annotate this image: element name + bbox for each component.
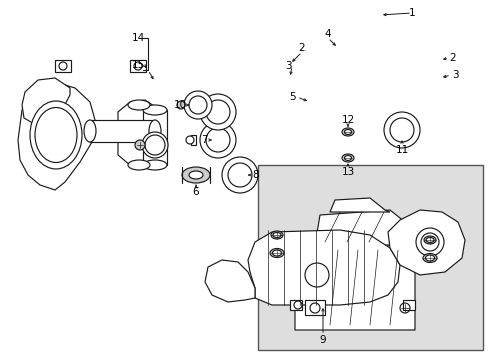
Ellipse shape [344,130,351,135]
Text: 12: 12 [341,115,354,125]
Text: 5: 5 [288,92,295,102]
Text: 8: 8 [252,170,259,180]
Circle shape [177,101,184,109]
Circle shape [142,132,168,158]
Bar [402,300,414,310]
Circle shape [298,257,334,293]
Polygon shape [329,198,389,212]
Text: 15: 15 [131,60,144,70]
Polygon shape [191,135,196,145]
Ellipse shape [272,250,281,256]
Ellipse shape [422,253,436,262]
Text: 14: 14 [131,33,144,43]
Ellipse shape [341,128,353,136]
Circle shape [200,94,236,130]
Circle shape [205,100,229,124]
Polygon shape [22,78,70,125]
Circle shape [200,122,236,158]
Polygon shape [305,300,325,315]
Ellipse shape [142,105,167,115]
Circle shape [183,91,212,119]
Text: 10: 10 [173,100,186,110]
Ellipse shape [341,154,353,162]
Circle shape [185,136,194,144]
Ellipse shape [189,171,203,179]
Polygon shape [294,245,414,330]
Circle shape [389,118,413,142]
Bar [142,110,167,165]
Polygon shape [314,210,414,245]
Circle shape [145,135,164,155]
Circle shape [189,96,206,114]
Text: 3: 3 [284,61,291,71]
Circle shape [205,128,229,152]
Text: 3: 3 [451,70,457,80]
Polygon shape [18,82,95,190]
Ellipse shape [425,238,433,243]
Circle shape [135,140,145,150]
Ellipse shape [128,100,150,110]
Ellipse shape [182,167,209,183]
Ellipse shape [423,236,435,244]
Circle shape [420,233,438,251]
Text: 2: 2 [449,53,455,63]
Ellipse shape [270,231,283,239]
Ellipse shape [142,160,167,170]
Text: 11: 11 [395,145,408,155]
Text: 4: 4 [324,29,331,39]
Polygon shape [387,210,464,275]
Bar [258,165,482,350]
Circle shape [383,112,419,148]
Ellipse shape [30,101,82,169]
Ellipse shape [344,156,351,161]
Ellipse shape [425,255,434,261]
Bar [130,60,146,72]
Ellipse shape [272,233,281,238]
Circle shape [415,228,443,256]
Bar [55,60,71,72]
Ellipse shape [128,160,150,170]
Ellipse shape [269,248,284,257]
Circle shape [222,157,258,193]
Text: 13: 13 [341,167,354,177]
Text: 6: 6 [192,187,199,197]
Bar [90,120,155,142]
Polygon shape [204,260,254,302]
Text: 7: 7 [200,135,207,145]
Ellipse shape [84,120,96,142]
Text: 1: 1 [408,8,414,18]
Circle shape [227,163,251,187]
Polygon shape [247,230,399,305]
Text: 2: 2 [298,43,305,53]
Ellipse shape [149,120,161,142]
Polygon shape [118,100,160,165]
Bar [289,300,302,310]
Text: 9: 9 [319,335,325,345]
